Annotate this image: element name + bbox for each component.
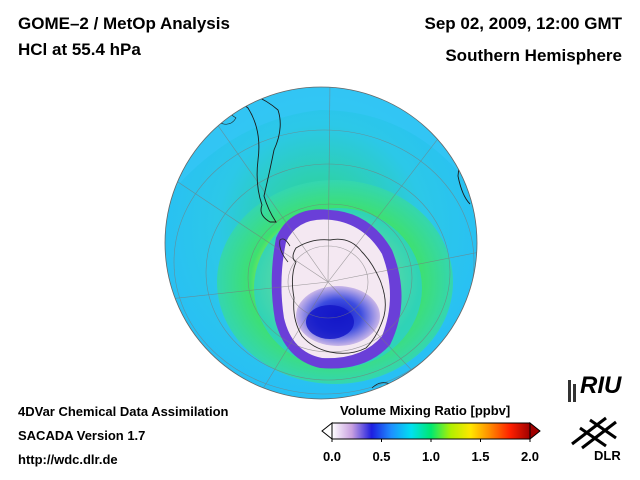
dlr-logo-text: DLR [594,448,621,463]
colorbar-gradient [331,422,531,440]
colorbar-min-arrow [321,421,333,441]
footer-url: http://wdc.dlr.de [18,452,118,467]
map-title: GOME–2 / MetOp Analysis [18,14,230,33]
colorbar-tick-label: 0.0 [322,449,342,464]
dlr-logo-icon [571,416,617,450]
footer-line1: 4DVar Chemical Data Assimilation [18,404,229,419]
map-date: Sep 02, 2009, 12:00 GMT [424,14,623,33]
coast-antarctica [291,238,386,354]
coast-south-america [199,91,281,223]
field-upper [165,87,477,200]
coast-peninsula [279,238,291,263]
field-min [306,305,354,339]
colorbar-max-arrow [529,421,541,441]
riu-logo-text: RIU [580,372,622,399]
footer-line2: SACADA Version 1.7 [18,428,146,443]
colorbar-tick-label: 1.5 [471,449,490,464]
colorbar-tick-label: 2.0 [520,449,540,464]
colorbar-title: Volume Mixing Ratio [ppbv] [340,403,511,418]
colorbar-tick-label: 0.5 [372,449,391,464]
riu-logo-icon [568,380,576,402]
colorbar-tick-label: 1.0 [421,449,441,464]
globe-edge [164,86,478,400]
map-subtitle: HCl at 55.4 hPa [18,40,141,59]
map-region: Southern Hemisphere [445,46,622,65]
